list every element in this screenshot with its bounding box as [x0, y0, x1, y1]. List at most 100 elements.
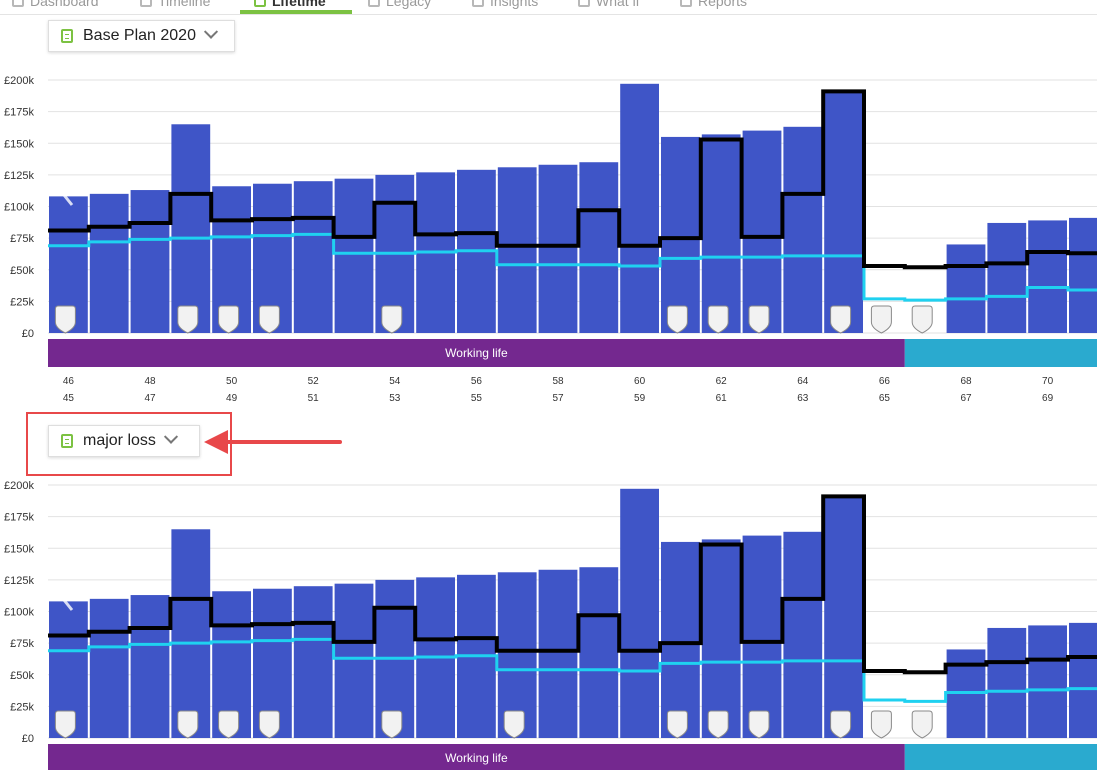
event-marker-icon	[666, 305, 688, 334]
tab-label: Timeline	[158, 0, 211, 9]
x-tick-label: 47	[144, 393, 156, 404]
bar	[89, 193, 129, 333]
y-tick-label: £125k	[4, 575, 34, 587]
event-marker-icon	[911, 305, 933, 334]
bar	[783, 531, 823, 738]
x-tick-label: 68	[960, 376, 972, 387]
tab-lifetime[interactable]: Lifetime	[254, 0, 326, 11]
event-marker-icon	[381, 710, 403, 739]
event-marker-icon	[748, 305, 770, 334]
y-tick-label: £100k	[4, 607, 34, 619]
tab-reports[interactable]: Reports	[680, 0, 747, 11]
plan-selector-label: major loss	[83, 432, 156, 449]
bar	[579, 162, 619, 333]
bar	[742, 535, 782, 738]
y-tick-label: £50k	[10, 265, 34, 277]
phase-band-working-life	[48, 339, 905, 367]
event-marker-icon	[218, 305, 240, 334]
bar	[171, 529, 211, 738]
bar	[497, 572, 537, 738]
x-tick-label: 57	[552, 393, 564, 404]
event-marker-icon	[870, 305, 892, 334]
annotation-highlight-box	[26, 412, 232, 476]
bar	[89, 598, 129, 738]
bar	[579, 567, 619, 738]
x-tick-label: 70	[1042, 376, 1054, 387]
y-tick-label: £200k	[4, 75, 34, 87]
y-tick-label: £150k	[4, 138, 34, 150]
x-tick-label: 69	[1042, 393, 1054, 404]
y-tick-label: £75k	[10, 233, 34, 245]
y-tick-label: £25k	[10, 296, 34, 308]
phase-band-retirement	[904, 339, 1097, 367]
tab-label: Lifetime	[272, 0, 326, 9]
event-marker-icon	[911, 710, 933, 739]
event-marker-icon	[707, 710, 729, 739]
x-tick-label: 62	[716, 376, 728, 387]
tab-label: Dashboard	[30, 0, 99, 9]
tab-label: Insights	[490, 0, 539, 9]
x-tick-label: 66	[879, 376, 891, 387]
event-marker-icon	[870, 710, 892, 739]
tab-insights[interactable]: Insights	[472, 0, 538, 11]
x-tick-label: 64	[797, 376, 809, 387]
bar	[661, 136, 700, 333]
series-line-cyan	[48, 232, 1097, 302]
active-tab-indicator	[240, 10, 352, 14]
bar	[293, 181, 333, 333]
x-tick-label: 59	[634, 393, 646, 404]
event-marker-icon	[177, 710, 199, 739]
bar	[987, 222, 1027, 333]
dashboard-icon	[12, 0, 24, 7]
x-tick-label: 53	[389, 393, 401, 404]
event-marker-icon	[177, 305, 199, 334]
phase-band-retirement	[904, 744, 1097, 770]
y-tick-label: £25k	[10, 701, 34, 713]
plan-selector-base[interactable]: Base Plan 2020	[48, 20, 235, 52]
bar	[538, 164, 578, 333]
series-line-black	[48, 89, 1097, 270]
bar	[171, 124, 211, 334]
event-marker-icon	[503, 710, 525, 739]
plan-selector-label: Base Plan 2020	[83, 27, 196, 44]
bar	[1028, 220, 1067, 333]
tab-what-if[interactable]: What if	[578, 0, 640, 11]
event-marker-icon	[748, 710, 770, 739]
tab-label: Reports	[698, 0, 748, 9]
bar	[293, 586, 333, 738]
x-tick-label: 51	[308, 393, 320, 404]
tab-timeline[interactable]: Timeline	[140, 0, 210, 11]
tab-legacy[interactable]: Legacy	[368, 0, 431, 11]
bar	[824, 91, 863, 333]
y-tick-label: £175k	[4, 512, 34, 524]
x-tick-label: 48	[144, 376, 156, 387]
x-tick-label: 46	[63, 376, 75, 387]
tab-dashboard[interactable]: Dashboard	[12, 0, 99, 11]
phase-band-label: Working life	[445, 346, 508, 360]
event-marker-icon	[54, 710, 76, 739]
x-tick-label: 58	[552, 376, 564, 387]
bar	[946, 244, 986, 333]
plan-icon	[61, 29, 73, 43]
legacy-icon	[368, 0, 380, 7]
plan-selector-major-loss[interactable]: major loss	[48, 425, 200, 457]
bar	[130, 595, 170, 738]
x-tick-label: 67	[960, 393, 972, 404]
bar	[824, 496, 863, 738]
event-marker-icon	[830, 305, 852, 334]
bar	[1069, 217, 1097, 333]
bar	[701, 539, 741, 738]
tab-label: What if	[596, 0, 640, 9]
bar	[661, 541, 700, 738]
bar	[130, 190, 170, 333]
event-marker-icon	[54, 305, 76, 334]
phase-band-label: Working life	[445, 751, 508, 765]
plan-icon	[61, 434, 73, 448]
bar-chart-icon	[254, 0, 266, 7]
event-marker-icon	[381, 305, 403, 334]
lifetime-chart-base-plan: £200k £175k £150k £125k £100k £75k £50k £25k £0 W…	[4, 75, 1097, 404]
event-marker-icon	[258, 305, 280, 334]
x-tick-label: 50	[226, 376, 238, 387]
x-tick-label: 56	[471, 376, 483, 387]
x-tick-label: 45	[63, 393, 75, 404]
